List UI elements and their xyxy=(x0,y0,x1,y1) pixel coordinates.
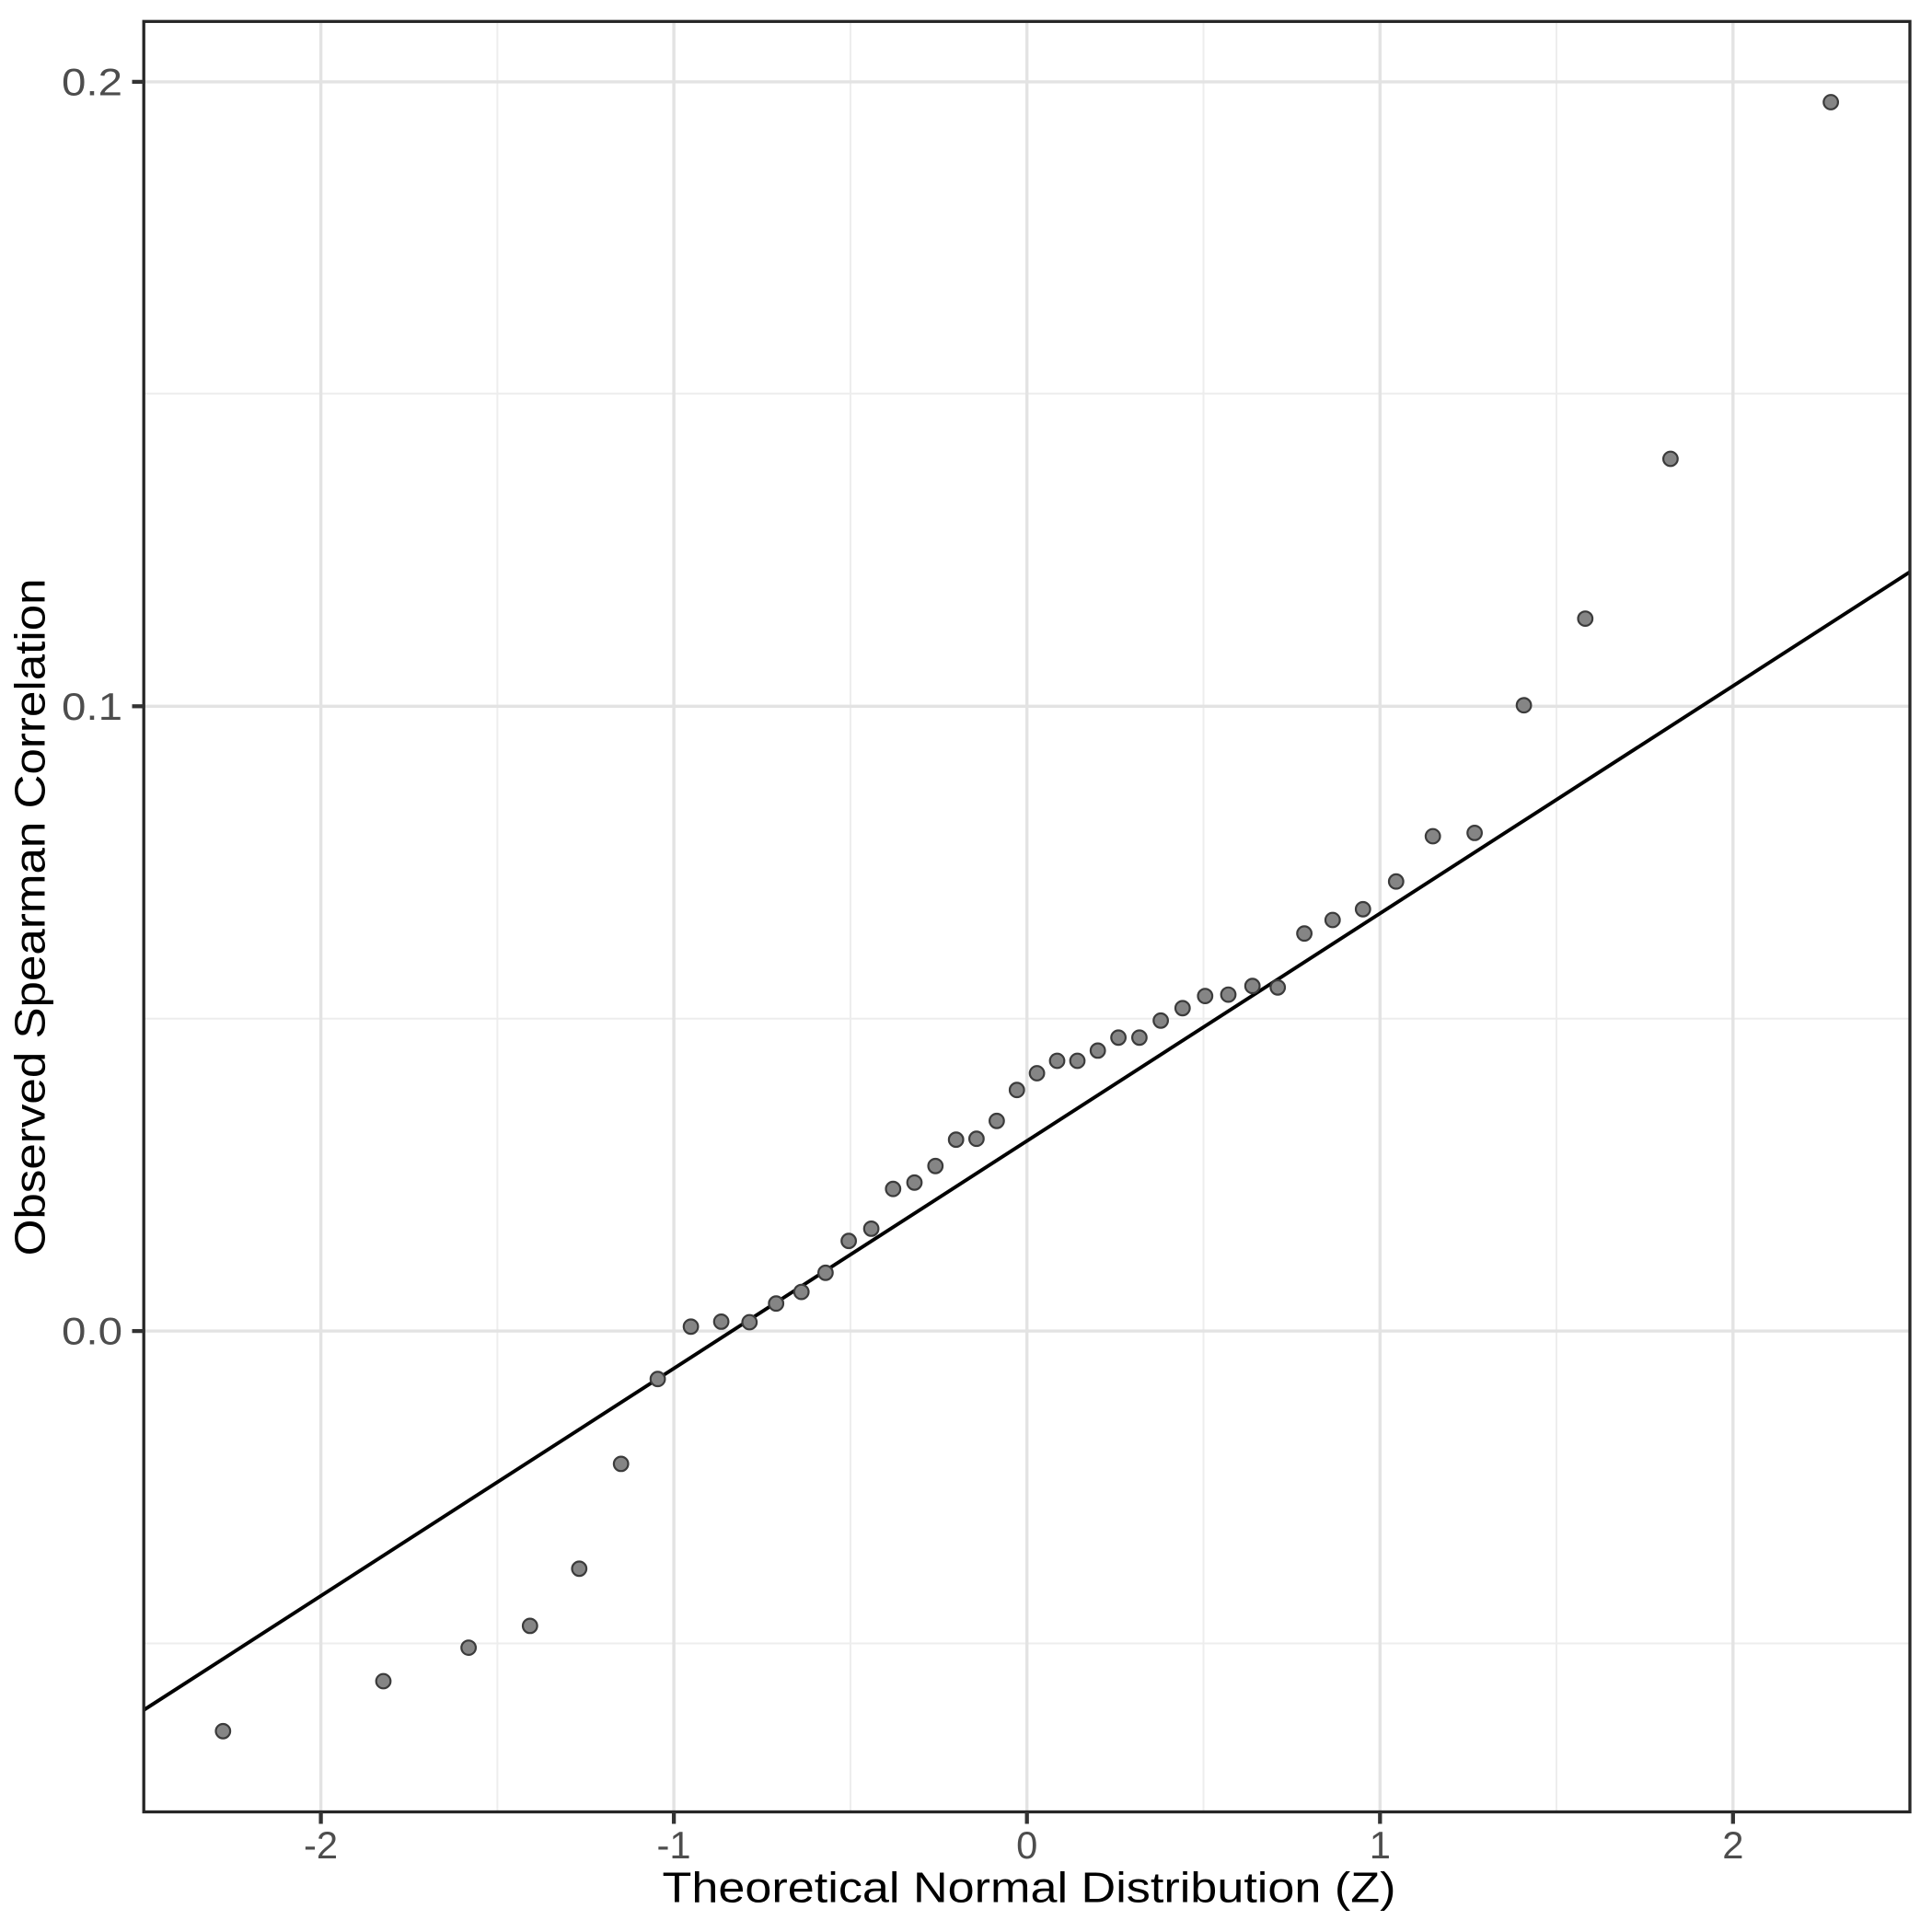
svg-text:-1: -1 xyxy=(657,1823,691,1867)
svg-text:0.1: 0.1 xyxy=(62,685,122,728)
svg-text:1: 1 xyxy=(1370,1823,1391,1867)
svg-text:Theoretical Normal Distributio: Theoretical Normal Distribution (Z) xyxy=(663,1864,1396,1912)
svg-text:0: 0 xyxy=(1016,1823,1037,1867)
svg-text:-2: -2 xyxy=(304,1823,338,1867)
svg-text:2: 2 xyxy=(1722,1823,1743,1867)
svg-text:Observed Spearman Correlation: Observed Spearman Correlation xyxy=(6,578,54,1255)
svg-text:0.2: 0.2 xyxy=(62,61,122,104)
svg-text:0.0: 0.0 xyxy=(62,1310,122,1353)
